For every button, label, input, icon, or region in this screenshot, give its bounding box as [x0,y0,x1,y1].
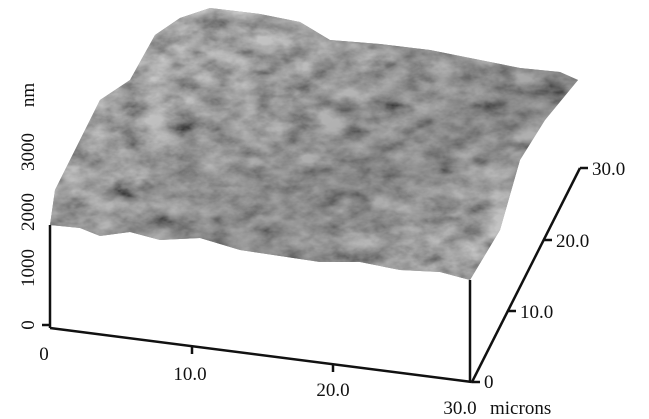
z-tick-label: 1000 [18,249,39,287]
y-tick-label: 10.0 [520,302,553,323]
y-tick-label: 20.0 [556,231,589,252]
x-tick-label: 20.0 [316,380,349,401]
x-tick-label: 0 [39,344,49,365]
y-tick-label: 0 [484,372,494,393]
z-tick-label: 2000 [18,193,39,231]
afm-figure: 0 1000 2000 3000 nm 0 10.0 20.0 30.0 mic… [0,0,649,419]
z-tick-label: 3000 [18,133,39,171]
surface [40,0,600,300]
x-unit: microns [490,398,551,419]
x-axis [50,328,472,382]
x-tick-label: 30.0 [443,398,476,419]
z-unit: nm [18,83,39,108]
x-tick-label: 10.0 [173,364,206,385]
y-tick-label: 30.0 [592,159,625,180]
z-tick-label: 0 [18,320,39,330]
